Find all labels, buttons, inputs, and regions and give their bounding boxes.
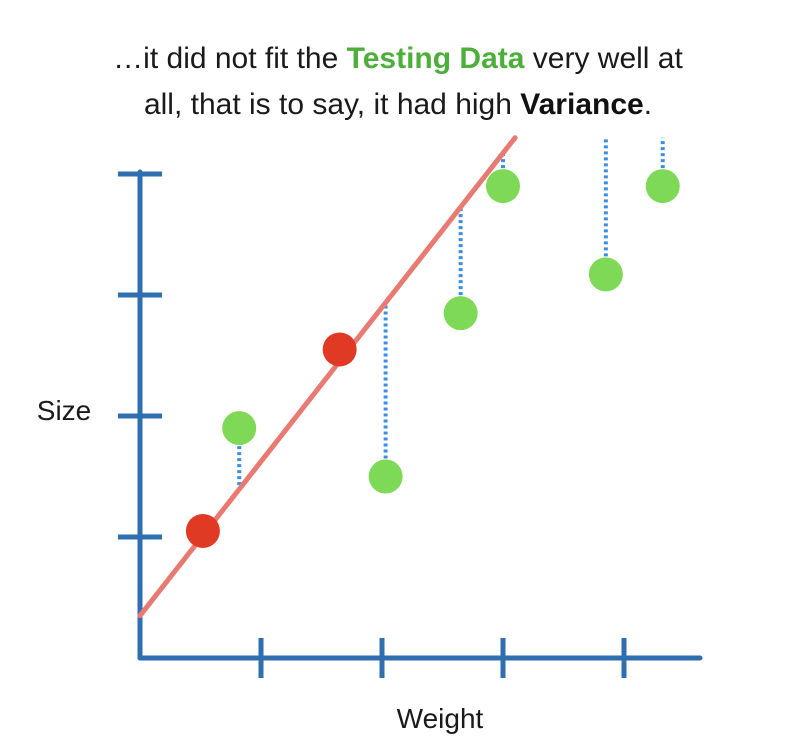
- caption: …it did not fit the Testing Data very we…: [0, 36, 796, 128]
- testing-point: [588, 257, 623, 292]
- caption-text-4: .: [643, 88, 653, 121]
- testing-point: [222, 411, 257, 446]
- caption-text-1: …it did not fit the: [113, 42, 347, 75]
- data-points: [185, 169, 680, 548]
- caption-line-1: …it did not fit the Testing Data very we…: [0, 36, 796, 82]
- caption-highlight-variance: Variance: [520, 88, 644, 121]
- training-point: [185, 513, 220, 548]
- testing-point: [486, 169, 520, 204]
- testing-point: [645, 169, 680, 204]
- axes: [118, 169, 703, 678]
- caption-text-3: all, that is to say, it had high: [143, 88, 521, 121]
- testing-point: [443, 296, 478, 331]
- y-axis-label: Size: [37, 395, 91, 426]
- caption-text-2: very well at: [524, 42, 683, 75]
- caption-highlight-testing-data: Testing Data: [346, 42, 525, 75]
- caption-line-2: all, that is to say, it had high Varianc…: [0, 82, 796, 128]
- testing-point: [368, 459, 403, 494]
- training-point: [322, 332, 357, 367]
- x-axis-label: Weight: [397, 703, 484, 734]
